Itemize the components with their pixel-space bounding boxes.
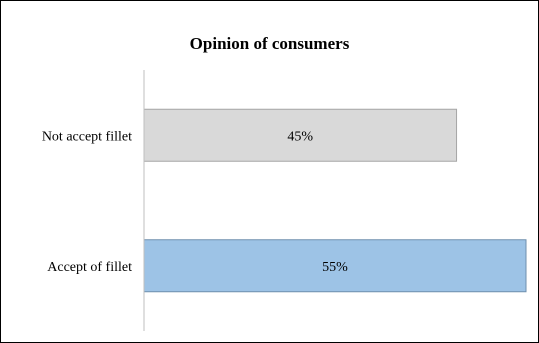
data-label: 55% — [322, 260, 348, 275]
data-label: 45% — [287, 129, 313, 144]
category-label: Not accept fillet — [42, 129, 132, 144]
bar-1 — [143, 108, 458, 162]
category-label: Accept of fillet — [47, 260, 132, 275]
chart-title: Opinion of consumers — [189, 34, 350, 53]
